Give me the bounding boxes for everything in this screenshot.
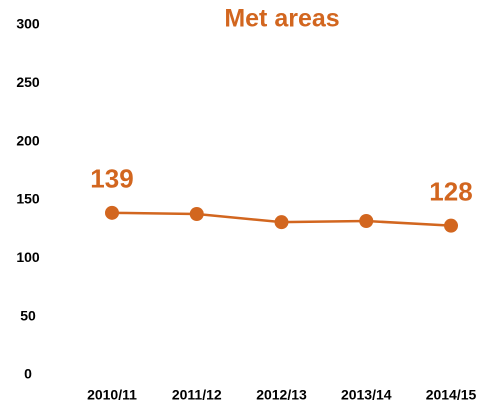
x-tick-label: 2010/11 [87,387,137,403]
y-tick-label: 300 [16,16,40,32]
y-tick-label: 200 [16,132,40,148]
point [274,215,289,230]
x-tick-label: 2013/14 [341,387,392,403]
y-tick-label: 100 [16,249,40,265]
y-tick-label: 250 [16,74,40,90]
value-label: 139 [90,164,133,194]
x-tick-label: 2014/15 [426,387,477,403]
x-tick-label: 2011/12 [172,387,222,403]
value-label: 128 [429,177,472,207]
point [444,218,458,233]
point [359,214,374,228]
y-tick-label: 0 [24,366,32,382]
y-tick-label: 150 [16,191,40,207]
chart-title: Met areas [224,5,339,33]
y-tick-label: 50 [20,307,36,323]
point [189,207,204,221]
point [105,205,119,220]
x-tick-label: 2012/13 [256,387,307,403]
